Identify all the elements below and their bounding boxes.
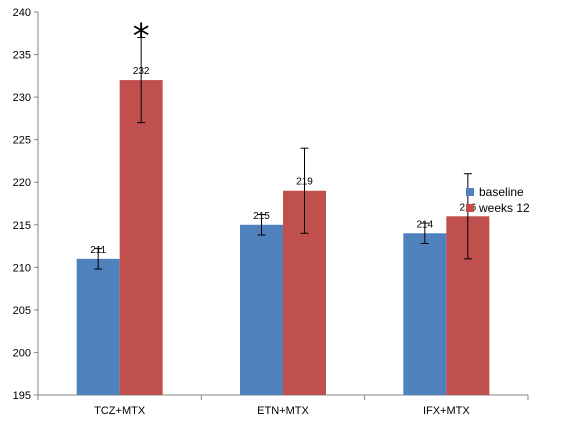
legend-label-baseline: baseline — [479, 185, 524, 199]
y-tick-label: 225 — [13, 135, 31, 147]
bar-weeks-12-TCZ+MTX — [119, 80, 163, 395]
y-tick-label: 210 — [13, 262, 31, 274]
x-tick-label: ETN+MTX — [257, 405, 309, 417]
x-axis: TCZ+MTX ETN+MTX IFX+MTX — [37, 394, 529, 417]
bars — [76, 80, 490, 395]
y-tick-label: 235 — [13, 50, 31, 62]
legend-swatch-weeks-12 — [466, 204, 474, 212]
y-axis: 195 200 205 210 215 220 225 230 235 240 — [13, 7, 39, 402]
data-label: 232 — [133, 66, 150, 77]
y-tick-label: 240 — [13, 7, 31, 19]
legend-label-weeks-12: weeks 12 — [478, 201, 530, 215]
x-tick-label: TCZ+MTX — [94, 405, 146, 417]
data-label: 214 — [416, 219, 433, 230]
bar-baseline-ETN+MTX — [240, 224, 283, 395]
x-tick-label: IFX+MTX — [423, 405, 470, 417]
y-tick-label: 220 — [13, 177, 31, 189]
bar-baseline-TCZ+MTX — [76, 258, 120, 395]
bar-baseline-IFX+MTX — [403, 233, 447, 395]
data-label: 219 — [296, 177, 313, 188]
error-bars — [94, 37, 472, 270]
y-tick-label: 205 — [13, 305, 31, 317]
data-label: 215 — [253, 211, 270, 222]
y-tick-label: 215 — [13, 220, 31, 232]
significance-asterisk: * — [133, 17, 150, 57]
y-tick-label: 195 — [13, 390, 31, 402]
y-tick-label: 200 — [13, 347, 31, 359]
legend-swatch-baseline — [466, 188, 474, 196]
data-label: 211 — [90, 245, 106, 256]
legend: baseline weeks 12 — [466, 185, 530, 215]
y-tick-label: 230 — [13, 92, 31, 104]
